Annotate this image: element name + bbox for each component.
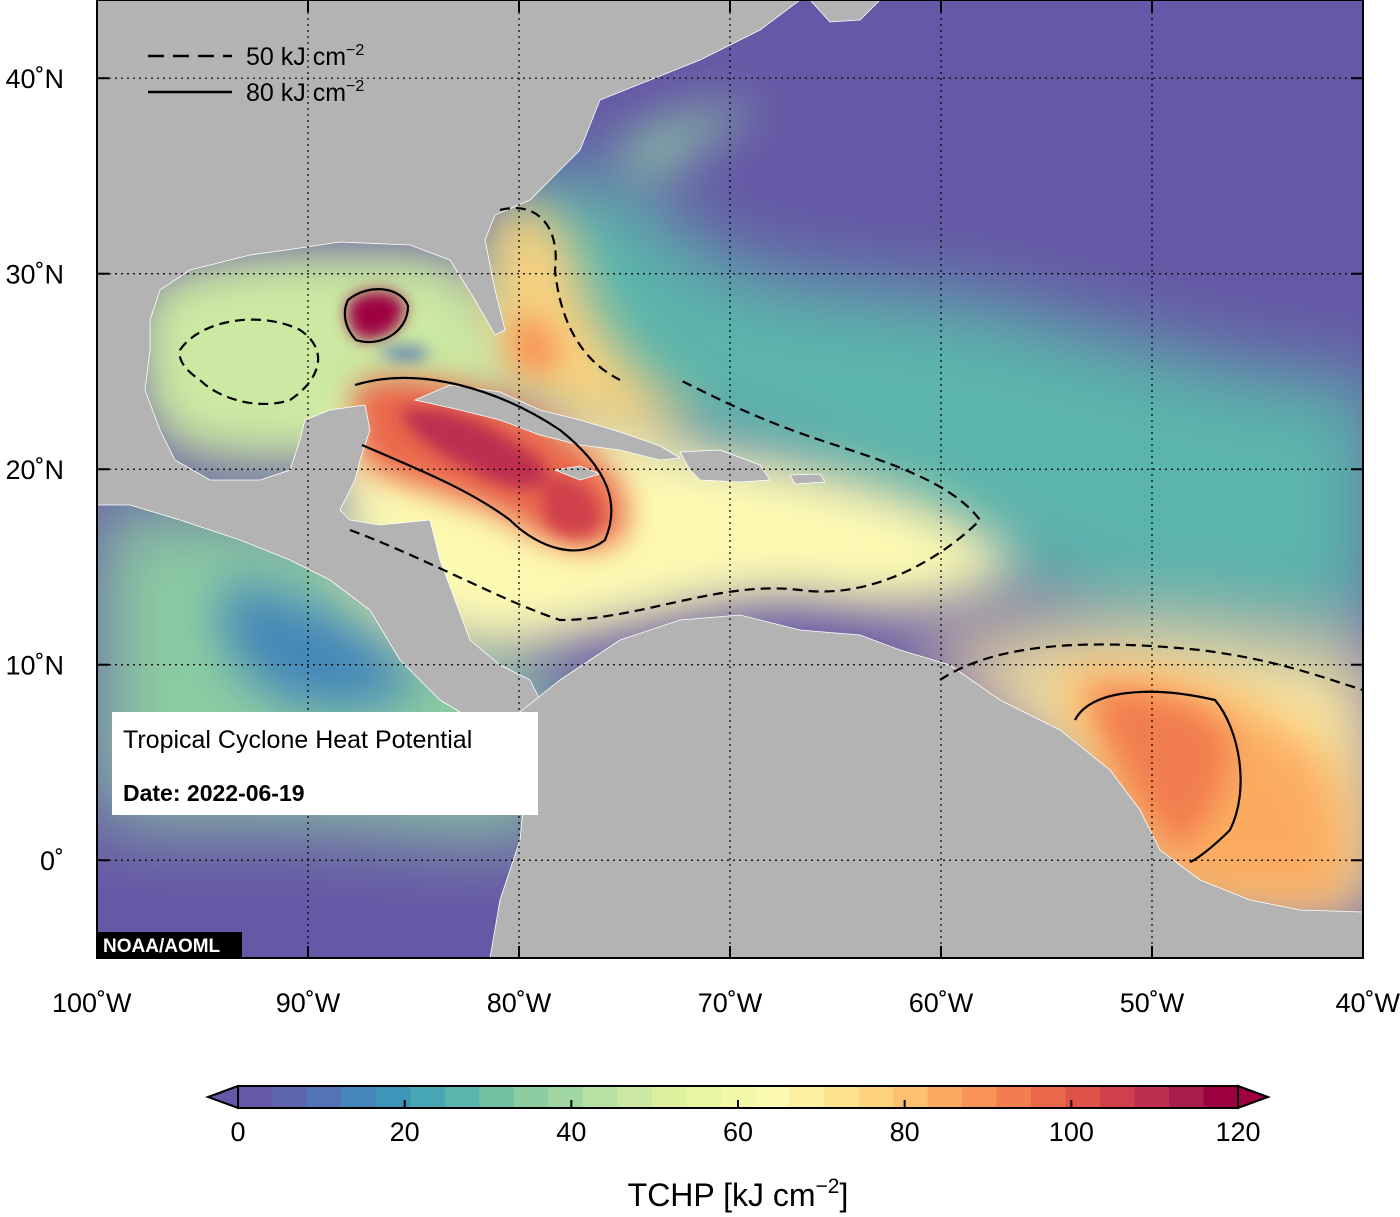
contour-legend: 50 kJ cm−2 80 kJ cm−2 xyxy=(148,42,364,107)
colorbar-swatch xyxy=(1169,1086,1205,1108)
contour-80-equatorial xyxy=(1074,690,1242,864)
bahamas-core-field xyxy=(510,317,560,375)
lon-tick-label: 60˚W xyxy=(909,988,974,1018)
lon-tick-label: 80˚W xyxy=(487,988,552,1018)
colorbar-swatch xyxy=(1031,1086,1067,1108)
legend-dashed-label: 50 kJ cm−2 xyxy=(246,42,364,71)
colorbar-swatch xyxy=(996,1086,1032,1108)
colorbar-tick-label: 0 xyxy=(230,1117,245,1147)
south-america-land xyxy=(489,614,1363,958)
contour-50-equatorial xyxy=(939,643,1363,692)
contours xyxy=(178,207,1363,864)
equatorial-core-field xyxy=(1090,690,1230,850)
colorbar-swatch xyxy=(858,1086,894,1108)
lon-tick-label: 90˚W xyxy=(276,988,341,1018)
contour-50-bahamas xyxy=(499,207,621,381)
lon-tick-label: 100˚W xyxy=(52,988,132,1018)
colorbar-swatch xyxy=(410,1086,446,1108)
map-ticks: 100˚W 90˚W 80˚W 70˚W 60˚W 50˚W 40˚W 0˚ 10˚N 20˚N 3… xyxy=(5,0,1400,1018)
colorbar-swatch xyxy=(479,1086,515,1108)
eastern-pacific-cool-field xyxy=(218,580,420,711)
land xyxy=(97,0,1363,958)
date-label: Date: 2022-06-19 xyxy=(123,780,305,806)
credit-text: NOAA/AOML xyxy=(103,936,221,957)
lat-tick-label: 10˚N xyxy=(5,651,64,681)
colorbar-swatch xyxy=(238,1086,274,1108)
colorbar: 0 20 40 60 80 100 120 xyxy=(205,1084,1271,1147)
colorbar-swatch xyxy=(272,1086,308,1108)
colorbar-swatch xyxy=(789,1086,825,1108)
colorbar-swatch xyxy=(341,1086,377,1108)
greenland-shelf-land xyxy=(809,0,881,23)
colorbar-swatch xyxy=(1100,1086,1136,1108)
colorbar-swatch xyxy=(306,1086,343,1108)
colorbar-swatch xyxy=(1065,1086,1101,1108)
lat-tick-label: 20˚N xyxy=(5,455,64,485)
colorbar-swatch xyxy=(444,1086,480,1108)
lat-tick-label: 40˚N xyxy=(5,64,64,94)
caribbean-hotspot-field xyxy=(400,408,547,489)
colorbar-tick-label: 100 xyxy=(1049,1117,1094,1147)
colorbar-swatch xyxy=(375,1086,412,1108)
contour-80-loop xyxy=(343,288,410,344)
lat-tick-label: 0˚ xyxy=(40,846,64,876)
title-box: Tropical Cyclone Heat Potential Date: 20… xyxy=(112,712,538,815)
colorbar-tick-label: 60 xyxy=(723,1117,753,1147)
lon-tick-label: 50˚W xyxy=(1120,988,1185,1018)
subtropical-atlantic-field xyxy=(490,172,1363,638)
lon-tick-label: 70˚W xyxy=(698,988,763,1018)
colorbar-swatch xyxy=(755,1086,791,1108)
colorbar-swatch xyxy=(582,1086,618,1108)
cold-eddy-field xyxy=(378,346,430,361)
colorbar-swatch xyxy=(686,1086,722,1108)
colorbar-min-arrow xyxy=(205,1084,239,1110)
puerto-rico-land xyxy=(789,473,826,485)
colorbar-swatch xyxy=(548,1086,584,1108)
colorbar-tick-label: 120 xyxy=(1215,1117,1260,1147)
contour-50-caribbean xyxy=(349,379,982,622)
colorbar-swatch xyxy=(651,1086,687,1108)
colorbar-swatch xyxy=(1203,1086,1239,1108)
chart-title: Tropical Cyclone Heat Potential xyxy=(123,726,472,754)
colorbar-swatch xyxy=(893,1086,929,1108)
legend-solid-label: 80 kJ cm−2 xyxy=(246,78,364,107)
colorbar-swatch xyxy=(824,1086,860,1108)
colorbar-swatch xyxy=(1134,1086,1170,1108)
credit-badge: NOAA/AOML xyxy=(97,932,242,958)
colorbar-label: TCHP [kJ cm−2] xyxy=(628,1175,849,1213)
contour-80-caribbean xyxy=(354,376,613,552)
contour-50-gulf xyxy=(178,318,320,406)
loop-current-field xyxy=(346,290,405,340)
lat-tick-label: 30˚N xyxy=(5,260,64,290)
hispaniola-land xyxy=(679,449,771,483)
colorbar-swatch xyxy=(513,1086,549,1108)
colorbar-tick-label: 20 xyxy=(390,1117,420,1147)
caribbean-hotspot-south-field xyxy=(540,477,600,537)
gulf-stream-field xyxy=(620,105,760,190)
colorbar-swatch xyxy=(617,1086,653,1108)
lon-tick-label: 40˚W xyxy=(1335,988,1400,1018)
colorbar-tick-label: 80 xyxy=(890,1117,920,1147)
colorbar-swatch xyxy=(962,1086,998,1108)
colorbar-tick-label: 40 xyxy=(556,1117,586,1147)
colorbar-swatch xyxy=(927,1086,963,1108)
colorbar-swatch xyxy=(720,1086,756,1108)
colorbar-max-arrow xyxy=(1237,1084,1271,1110)
